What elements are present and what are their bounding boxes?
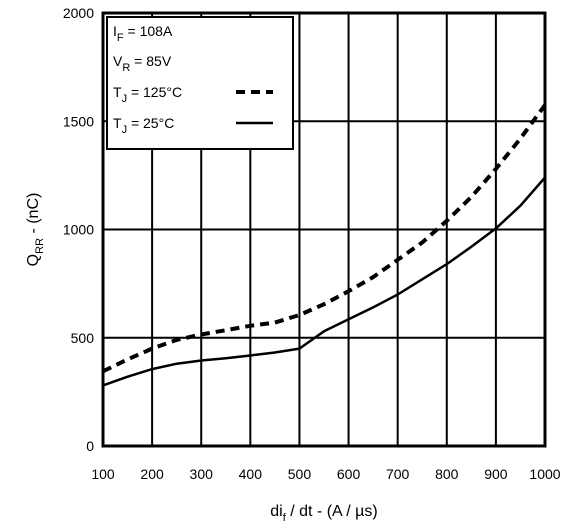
x-tick-label: 900: [484, 466, 508, 482]
y-axis-title-main: Q: [25, 254, 42, 266]
legend-box: [106, 16, 294, 150]
y-axis-title: QRR - (nC): [25, 193, 46, 267]
x-axis-title-main: di: [270, 503, 282, 520]
y-axis-title-rest: - (nC): [25, 193, 42, 238]
x-tick-label: 400: [239, 466, 263, 482]
legend-entry-25c-sub: J: [122, 124, 128, 136]
legend-entry-125c-rest: = 125°C: [127, 84, 182, 100]
y-axis-title-sub: RR: [34, 238, 46, 254]
legend-condition-voltage-sub: R: [122, 62, 130, 74]
legend-condition-current-rest: = 108A: [124, 23, 173, 39]
y-tick-label: 2000: [63, 5, 94, 21]
x-tick-labels: 100 200 300 400 500 600 700 800 900 1000: [91, 466, 560, 482]
plot-frame: [101, 11, 547, 448]
legend-condition-current-main: I: [113, 23, 117, 39]
legend-entry-125c-sub: J: [122, 93, 128, 105]
y-tick-label: 500: [71, 330, 95, 346]
legend-entry-25c-rest: = 25°C: [127, 115, 174, 131]
series-line-25c: [102, 176, 546, 387]
legend-entry-125c: TJ = 125°C: [113, 84, 182, 105]
x-tick-label: 300: [190, 466, 214, 482]
legend-entry-125c-main: T: [113, 84, 122, 100]
legend-condition-voltage: VR = 85V: [113, 53, 172, 74]
legend-condition-voltage-main: V: [113, 53, 123, 69]
legend-entry-25c: TJ = 25°C: [113, 115, 174, 136]
legend: IF = 108A VR = 85V TJ = 125°C TJ = 25°C: [106, 16, 294, 150]
series-line-125c: [102, 103, 547, 374]
x-tick-label: 100: [91, 466, 115, 482]
x-tick-label: 1000: [529, 466, 560, 482]
legend-condition-current: IF = 108A: [113, 23, 173, 44]
x-tick-label: 800: [435, 466, 459, 482]
x-tick-label: 500: [288, 466, 312, 482]
x-tick-label: 600: [337, 466, 361, 482]
legend-condition-voltage-rest: = 85V: [130, 53, 172, 69]
y-tick-label: 1500: [63, 113, 94, 129]
y-tick-label: 0: [86, 438, 94, 454]
x-tick-label: 200: [140, 466, 164, 482]
y-tick-labels: 0 500 1000 1500 2000: [63, 5, 94, 454]
x-axis-title-sub: f: [283, 512, 287, 524]
y-tick-label: 1000: [63, 222, 94, 238]
legend-entry-25c-main: T: [113, 115, 122, 131]
x-axis-title-rest: / dt - (A / µs): [286, 503, 378, 520]
series-layer: [102, 103, 547, 387]
x-axis-title: dif / dt - (A / µs): [270, 503, 377, 524]
legend-condition-current-sub: F: [117, 32, 124, 44]
x-tick-label: 700: [386, 466, 410, 482]
